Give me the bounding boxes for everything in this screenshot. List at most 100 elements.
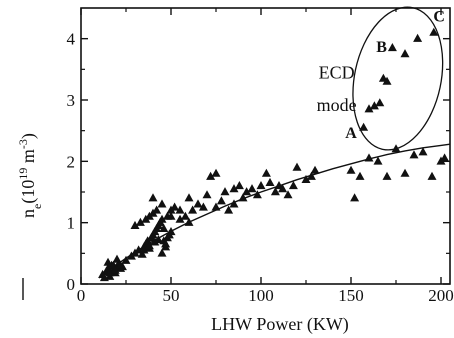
ecd-data-point — [387, 43, 397, 52]
data-point — [175, 214, 185, 223]
ecd-data-point — [382, 76, 392, 85]
ecd-data-point — [429, 27, 439, 36]
data-point — [137, 249, 147, 258]
y-axis-title-unit-exp: -3 — [16, 139, 30, 149]
data-point — [220, 187, 230, 196]
data-point — [175, 205, 185, 214]
data-point — [211, 168, 221, 177]
data-point — [139, 245, 149, 254]
data-point — [247, 184, 257, 193]
y-axis-title-exp: 19 — [16, 168, 30, 180]
data-point — [242, 187, 252, 196]
ecd-data-point — [413, 33, 423, 42]
y-axis-title-sub: e — [30, 204, 44, 209]
ecd-data-point — [359, 122, 369, 131]
data-point — [301, 174, 311, 183]
x-axis-title: LHW Power (KW) — [211, 314, 349, 335]
data-point — [211, 202, 221, 211]
data-point — [116, 260, 126, 269]
data-point — [252, 190, 262, 199]
data-point — [229, 199, 239, 208]
data-point — [265, 177, 275, 186]
data-point — [157, 248, 167, 257]
svg-text:ne(1019 m-3): ne(1019 m-3) — [16, 133, 44, 218]
y-axis-title-base: 10 — [18, 180, 38, 198]
data-point — [153, 235, 163, 244]
data-point — [224, 205, 234, 214]
data-point — [130, 220, 140, 229]
data-point — [391, 144, 401, 153]
annotation-a: A — [345, 125, 357, 142]
data-point — [152, 205, 162, 214]
annotation-ecd: ECD — [319, 63, 355, 83]
data-point — [283, 190, 293, 199]
data-point — [288, 181, 298, 190]
data-point — [159, 223, 169, 232]
data-point — [121, 255, 131, 264]
ecd-data-point — [364, 104, 374, 113]
data-point — [180, 211, 190, 220]
data-point — [148, 193, 158, 202]
data-point — [278, 184, 288, 193]
data-point — [261, 168, 271, 177]
y-tick-label: 4 — [67, 30, 76, 49]
y-tick-label: 1 — [67, 214, 76, 233]
x-tick-label: 200 — [428, 286, 454, 305]
data-point — [206, 171, 216, 180]
data-point — [161, 239, 171, 248]
ecd-data-point — [375, 98, 385, 107]
data-point — [150, 237, 160, 246]
ecd-data-point — [400, 49, 410, 58]
y-tick-label: 0 — [67, 275, 76, 294]
data-point — [292, 162, 302, 171]
data-point — [202, 190, 212, 199]
y-tick-label: 2 — [67, 152, 76, 171]
data-point — [270, 187, 280, 196]
data-point — [144, 241, 154, 250]
data-point — [373, 156, 383, 165]
data-point — [382, 171, 392, 180]
x-tick-label: 100 — [248, 286, 274, 305]
data-point — [155, 217, 165, 226]
data-point — [216, 196, 226, 205]
data-point — [350, 193, 360, 202]
data-point — [400, 168, 410, 177]
x-tick-label: 0 — [77, 286, 86, 305]
plot-frame — [80, 7, 451, 285]
data-point — [427, 171, 437, 180]
data-point — [440, 153, 450, 162]
annotation-mode: mode — [317, 95, 357, 115]
data-point — [105, 268, 115, 277]
data-point — [256, 181, 266, 190]
data-point — [184, 217, 194, 226]
data-point — [346, 165, 356, 174]
y-axis-title-paren-open: ( — [18, 198, 39, 204]
data-point — [306, 171, 316, 180]
data-point — [418, 147, 428, 156]
annotation-b: B — [376, 39, 387, 56]
data-point — [164, 230, 174, 239]
data-point — [229, 184, 239, 193]
ecd-data-point — [369, 101, 379, 110]
data-point — [188, 205, 198, 214]
data-point — [135, 217, 145, 226]
data-point — [409, 150, 419, 159]
y-axis-title: ne(1019 m-3) — [16, 133, 44, 218]
data-point — [166, 211, 176, 220]
data-point — [198, 202, 208, 211]
y-axis-title-unit: m — [18, 149, 38, 168]
ecd-mode-ellipse — [352, 6, 444, 151]
data-point — [112, 254, 122, 263]
data-point — [193, 199, 203, 208]
data-point — [184, 193, 194, 202]
y-tick-label: 3 — [67, 91, 76, 110]
y-axis-title-n: n — [18, 209, 38, 218]
y-axis-title-paren-close: ) — [18, 133, 39, 139]
data-point — [110, 265, 120, 274]
data-point — [99, 273, 109, 282]
x-tick-label: 150 — [338, 286, 364, 305]
data-point — [364, 153, 374, 162]
data-point — [310, 165, 320, 174]
data-point — [103, 257, 113, 266]
